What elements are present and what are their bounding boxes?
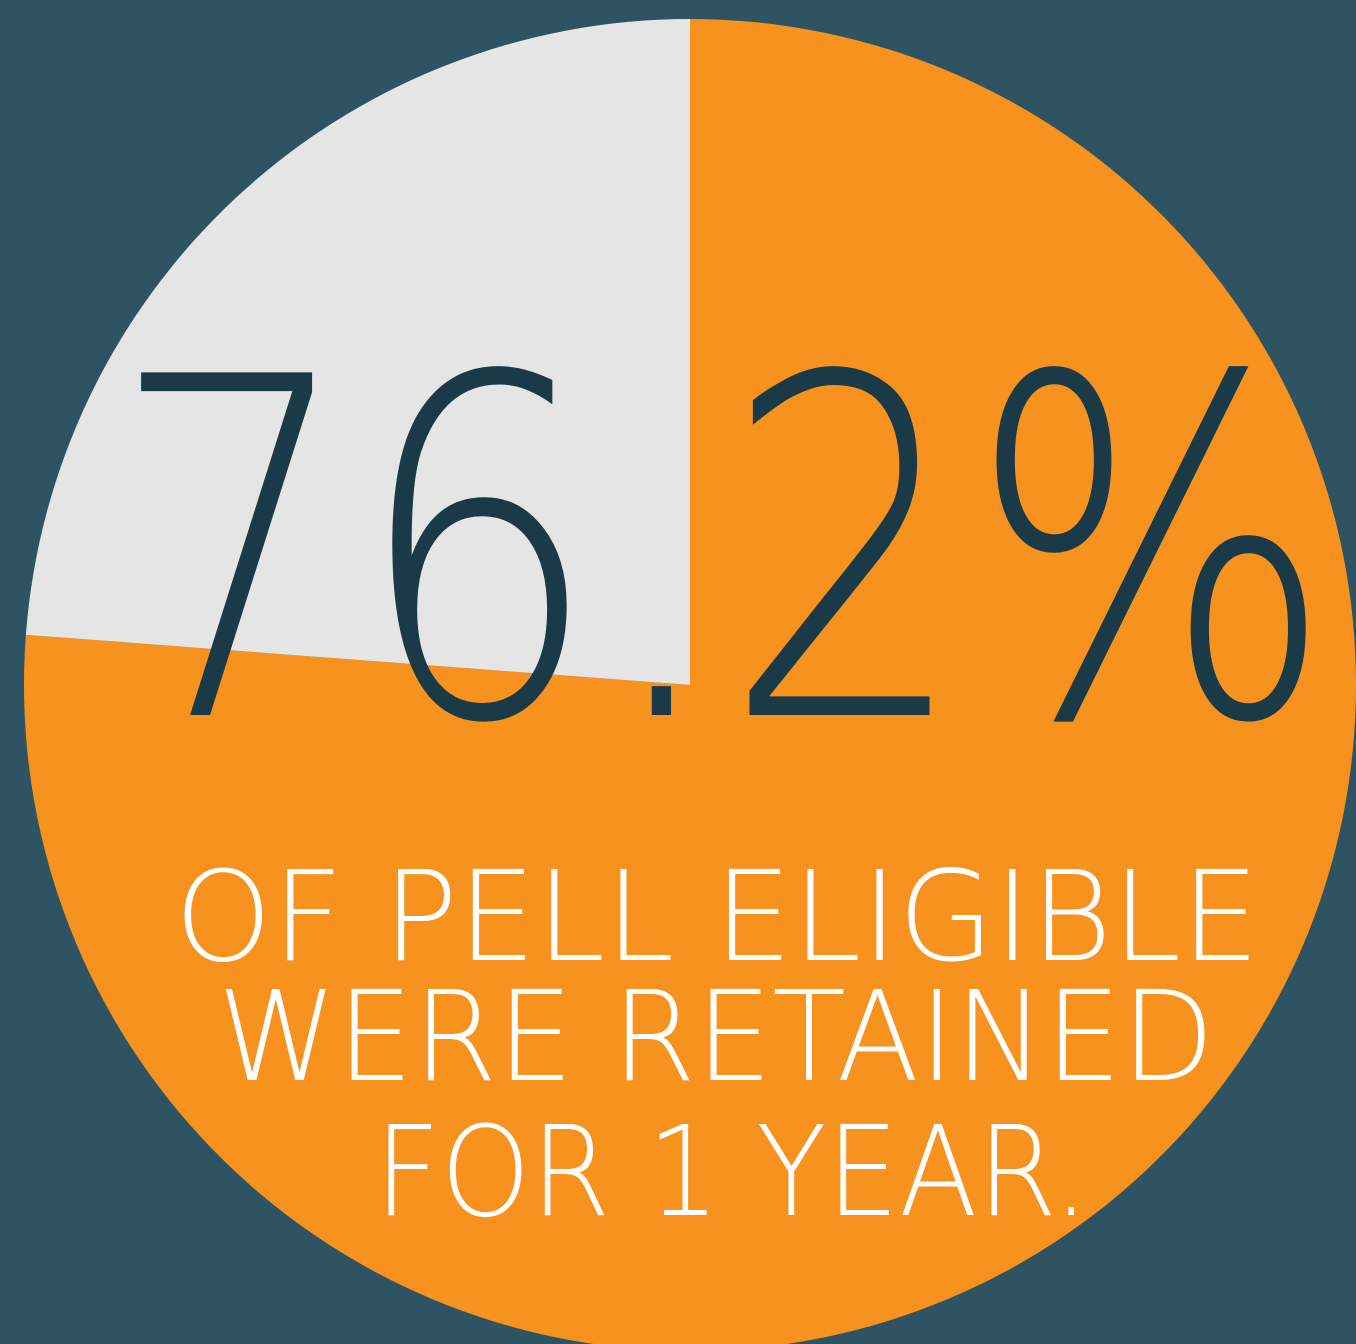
pie <box>24 19 1356 1344</box>
pie-slice <box>24 19 1356 1344</box>
pie-slice <box>25 19 691 685</box>
value-label: 76.2% <box>110 279 1335 826</box>
annotation: FOR 1 YEAR. <box>375 1100 1090 1245</box>
annotation: OF PELL ELIGIBLE <box>175 845 1260 990</box>
annotation: WERE RETAINED <box>218 965 1215 1110</box>
